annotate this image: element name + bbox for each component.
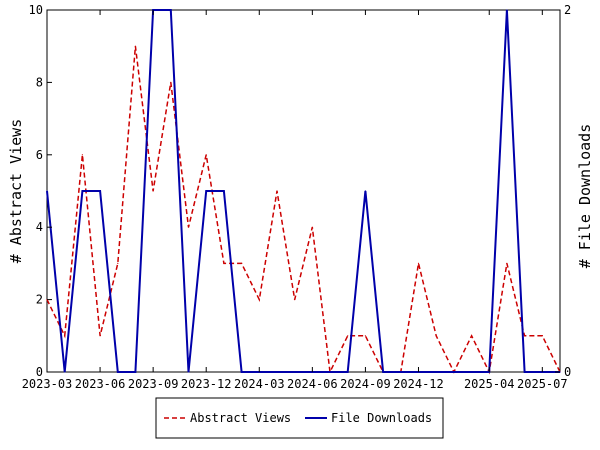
x-tick-label: 2023-12: [181, 377, 232, 391]
data-point-file-downloads: [329, 371, 331, 373]
data-point-file-downloads: [471, 371, 473, 373]
data-point-file-downloads: [382, 371, 384, 373]
x-tick-label: 2024-12: [393, 377, 444, 391]
legend: Abstract Views File Downloads: [155, 397, 444, 439]
data-point-abstract-views: [506, 262, 508, 264]
y-tick-label: 6: [36, 148, 43, 162]
y-tick-label: 0: [36, 365, 43, 379]
data-point-file-downloads: [400, 371, 402, 373]
x-tick-label: 2023-06: [75, 377, 126, 391]
data-point-file-downloads: [241, 371, 243, 373]
data-point-file-downloads: [117, 371, 119, 373]
data-point-file-downloads: [223, 190, 225, 192]
data-point-abstract-views: [117, 262, 119, 264]
data-point-file-downloads: [187, 371, 190, 373]
y2-tick-label: 2: [564, 3, 571, 17]
y2-axis-label: # File Downloads: [576, 124, 594, 269]
data-point-abstract-views: [223, 262, 225, 264]
data-point-abstract-views: [364, 335, 366, 337]
data-point-abstract-views: [241, 262, 243, 264]
data-point-abstract-views: [152, 190, 154, 192]
data-point-file-downloads: [294, 371, 296, 373]
data-point-file-downloads: [453, 371, 455, 373]
plot-area: [46, 9, 561, 373]
series-line-abstract-views: [46, 46, 561, 375]
y2-tick-label: 0: [564, 365, 571, 379]
data-point-file-downloads: [276, 371, 278, 373]
x-tick-label: 2023-03: [22, 377, 73, 391]
x-tick-label: 2023-09: [128, 377, 179, 391]
x-tick-label: 2025-04: [464, 377, 515, 391]
data-point-abstract-views: [311, 226, 313, 228]
legend-box: [155, 397, 444, 439]
data-point-abstract-views: [99, 335, 101, 337]
series-layer: [46, 9, 561, 375]
data-point-file-downloads: [435, 371, 437, 373]
data-point-file-downloads: [99, 190, 101, 192]
data-point-abstract-views: [435, 335, 437, 337]
legend-label-file-downloads: File Downloads: [331, 411, 432, 425]
x-tick-label: 2024-09: [340, 377, 391, 391]
data-point-abstract-views: [276, 190, 278, 192]
data-point-abstract-views: [81, 154, 83, 156]
data-point-abstract-views: [541, 335, 543, 337]
y-tick-label: 2: [36, 293, 43, 307]
data-point-file-downloads: [524, 371, 526, 373]
series-line-file-downloads: [46, 9, 560, 373]
data-point-abstract-views: [187, 226, 190, 228]
y-axis-label: # Abstract Views: [7, 119, 25, 264]
x-tick-label: 2024-03: [234, 377, 285, 391]
data-point-file-downloads: [364, 190, 366, 192]
data-point-abstract-views: [471, 335, 473, 337]
data-point-abstract-views: [64, 335, 66, 337]
data-point-file-downloads: [506, 9, 508, 11]
data-point-abstract-views: [205, 154, 207, 156]
legend-label-abstract-views: Abstract Views: [190, 411, 291, 425]
data-point-file-downloads: [170, 9, 172, 11]
y-tick-label: 10: [29, 3, 43, 17]
data-point-file-downloads: [64, 371, 66, 373]
data-point-file-downloads: [81, 190, 83, 192]
data-point-file-downloads: [205, 190, 207, 192]
data-point-abstract-views: [417, 262, 420, 264]
data-point-abstract-views: [258, 299, 260, 301]
y-tick-label: 4: [36, 220, 43, 234]
data-point-file-downloads: [46, 190, 48, 192]
data-point-abstract-views: [347, 335, 349, 337]
y-tick-label: 8: [36, 75, 43, 89]
x-tick-label: 2025-07: [517, 377, 568, 391]
data-point-file-downloads: [347, 371, 349, 373]
data-point-abstract-views: [134, 45, 136, 47]
x-tick-label: 2024-06: [287, 377, 338, 391]
data-point-abstract-views: [170, 81, 172, 83]
data-point-file-downloads: [134, 371, 136, 373]
data-point-abstract-views: [524, 335, 526, 337]
data-point-abstract-views: [294, 299, 296, 301]
